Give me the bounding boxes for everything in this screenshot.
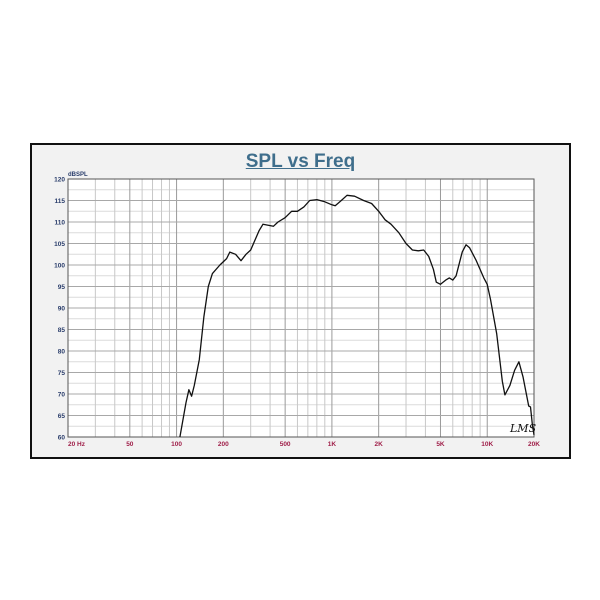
y-tick-label: 65 — [58, 413, 66, 420]
x-tick-label: 10K — [481, 441, 493, 448]
y-tick-label: 115 — [55, 198, 66, 205]
x-tick-label: 100 — [171, 441, 182, 448]
y-tick-label: 70 — [58, 392, 66, 399]
x-tick-label: 1K — [328, 441, 337, 448]
y-tick-label: 85 — [58, 327, 66, 334]
lms-logo: LMS — [509, 422, 537, 435]
plot-border — [67, 178, 535, 438]
x-tick-label: 20 Hz — [68, 441, 86, 448]
x-tick-label: 20K — [528, 441, 540, 448]
y-axis-unit-label: dBSPL — [68, 172, 88, 178]
y-tick-label: 110 — [55, 220, 66, 227]
y-tick-label: 100 — [54, 263, 65, 270]
y-tick-label: 75 — [58, 370, 66, 377]
y-tick-label: 90 — [58, 306, 66, 313]
x-tick-label: 50 — [126, 441, 134, 448]
y-tick-label: 95 — [58, 284, 66, 291]
y-tick-label: 80 — [58, 349, 66, 356]
x-tick-label: 2K — [375, 441, 384, 448]
x-tick-label: 5K — [436, 441, 445, 448]
spl-chart: 60 65 70 75 80 85 90 95 100 105 110 115 120 20 Hz 50 10… — [54, 172, 540, 448]
x-tick-label: 200 — [218, 441, 229, 448]
y-tick-label: 105 — [54, 241, 65, 248]
chart-title: SPL vs Freq — [245, 151, 356, 172]
chart-frame: SPL vs Freq 60 65 70 75 80 85 90 95 100 105 110 115… — [30, 143, 571, 459]
y-tick-label: 120 — [54, 177, 65, 184]
x-tick-label: 500 — [280, 441, 291, 448]
y-tick-label: 60 — [58, 435, 66, 442]
spl-curve — [179, 194, 535, 438]
